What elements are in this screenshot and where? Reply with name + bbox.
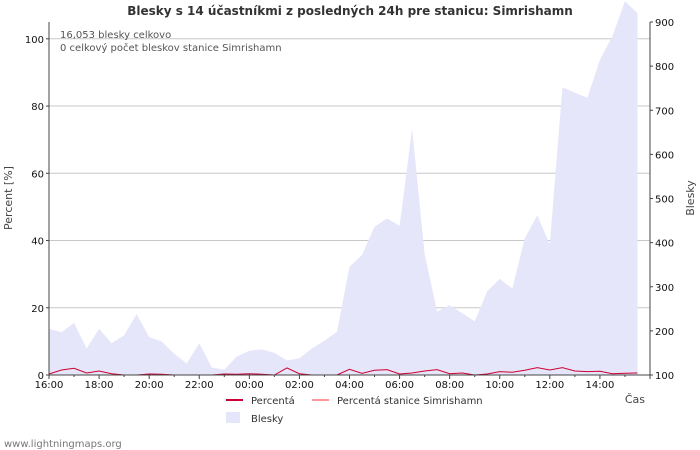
annotation-total: 16,053 blesky celkovo [60, 30, 171, 41]
y-right-tick-label: 800 [655, 62, 674, 73]
line-percent [48, 367, 638, 376]
chart-title: Blesky s 14 účastníkmi z posledných 24h … [127, 4, 573, 18]
legend-label-station: Percentá stanice Simrishamn [337, 395, 483, 407]
x-tick-label: 04:00 [335, 380, 364, 391]
y-right-tick-label: 900 [655, 18, 674, 29]
y-right-tick-label: 300 [655, 283, 674, 294]
x-tick-label: 02:00 [285, 380, 314, 391]
x-tick-label: 16:00 [35, 380, 64, 391]
x-tick-label: 12:00 [535, 380, 564, 391]
y-right-tick-label: 200 [655, 327, 674, 338]
y-right-tick-label: 100 [655, 371, 674, 382]
x-tick-label: 20:00 [135, 380, 164, 391]
y-left-tick-label: 60 [31, 169, 44, 180]
y-right-tick-label: 600 [655, 150, 674, 161]
y-right-tick-label: 400 [655, 239, 674, 250]
y-left-tick-label: 0 [38, 371, 44, 382]
legend-label-percent: Percentá [251, 395, 295, 407]
y-left-label: Percent [%] [2, 166, 15, 230]
y-left-tick-label: 100 [25, 35, 44, 46]
legend-label-blesky: Blesky [251, 414, 283, 425]
x-tick-label: 00:00 [235, 380, 264, 391]
x-ticks: 16:00 18:00 20:00 22:00 00:00 02:00 04:00 06:00… [35, 375, 651, 391]
y-right-tick-label: 500 [655, 195, 674, 206]
annotation-station: 0 celkový počet bleskov stanice Simrisha… [60, 42, 282, 54]
y-right-tick-label: 700 [655, 106, 674, 117]
y-right-label: Blesky [684, 180, 697, 216]
x-tick-label: 06:00 [385, 380, 414, 391]
legend-swatch-blesky [226, 412, 240, 423]
y-left-tick-label: 40 [31, 237, 44, 248]
x-label: Čas [625, 393, 645, 406]
x-tick-label: 22:00 [185, 380, 214, 391]
y-left-tick-label: 20 [31, 304, 44, 315]
x-tick-label: 14:00 [586, 380, 615, 391]
x-tick-label: 08:00 [435, 380, 464, 391]
y-right-ticks: 100 200 300 400 500 600 700 800 900 [650, 18, 674, 382]
x-tick-label: 10:00 [485, 380, 514, 391]
x-tick-label: 18:00 [85, 380, 114, 391]
credit-link[interactable]: www.lightningmaps.org [4, 439, 122, 450]
y-left-ticks: 0 20 40 60 80 100 [25, 35, 49, 382]
y-left-tick-label: 80 [31, 102, 44, 113]
area-blesky [49, 1, 638, 376]
